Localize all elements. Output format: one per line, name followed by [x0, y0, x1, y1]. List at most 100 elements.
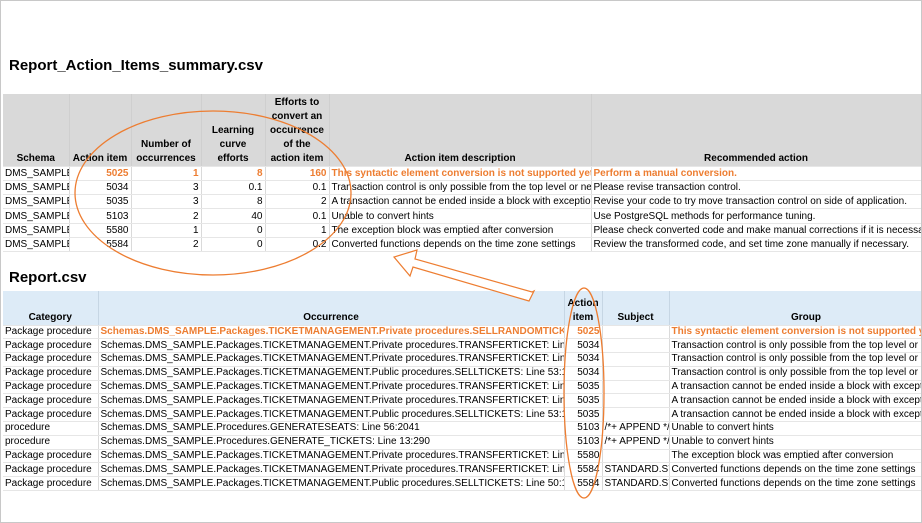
cell: Schemas.DMS_SAMPLE.Procedures.GENERATESE… — [98, 421, 565, 436]
summary-title: Report_Action_Items_summary.csv — [9, 57, 263, 74]
column-header: Learning curve efforts — [201, 94, 266, 167]
cell: 2 — [265, 194, 330, 210]
cell — [602, 449, 670, 464]
cell: DMS_SAMPLE — [3, 237, 70, 253]
cell — [602, 393, 670, 409]
column-header: Subject — [602, 291, 670, 326]
cell: 2 — [131, 237, 202, 253]
cell: 5103 — [564, 435, 603, 450]
row: Package procedure Schemas.DMS_SAMPLE.Pack… — [3, 476, 921, 492]
cell: procedure — [3, 435, 99, 450]
cell: Use PostgreSQL methods for performance t… — [591, 208, 921, 224]
cell: Unable to convert hints — [669, 421, 921, 436]
cell: 5035 — [69, 194, 132, 210]
cell: 5035 — [564, 393, 603, 409]
cell: 5103 — [69, 208, 132, 224]
cell: Transaction control is only possible fro… — [329, 180, 592, 196]
cell: Package procedure — [3, 366, 99, 381]
cell: 5034 — [69, 180, 132, 196]
row: Package procedure Schemas.DMS_SAMPLE.Pack… — [3, 462, 921, 478]
cell: Unable to convert hints — [329, 208, 592, 224]
cell: Converted functions depends on the time … — [669, 462, 921, 478]
cell — [602, 407, 670, 423]
row: Package procedure Schemas.DMS_SAMPLE.Pack… — [3, 352, 921, 367]
cell: Schemas.DMS_SAMPLE.Packages.TICKETMANAGE… — [98, 449, 565, 464]
cell: Review the transformed code, and set tim… — [591, 237, 921, 253]
cell: Package procedure — [3, 325, 99, 340]
cell: Schemas.DMS_SAMPLE.Packages.TICKETMANAGE… — [98, 407, 565, 423]
cell: 0.1 — [201, 180, 266, 196]
cell: Transaction control is only possible fro… — [669, 352, 921, 367]
cell: 1 — [265, 223, 330, 238]
cell: 3 — [131, 194, 202, 210]
cell: DMS_SAMPLE — [3, 166, 70, 181]
report-table: Category Occurrence Action item Subject Grou… — [3, 291, 921, 492]
cell: Package procedure — [3, 407, 99, 423]
cell: Schemas.DMS_SAMPLE.Packages.TICKETMANAGE… — [98, 380, 565, 395]
cell: 40 — [201, 208, 266, 224]
cell: Schemas.DMS_SAMPLE.Packages.TICKETMANAGE… — [98, 393, 565, 409]
cell: 5584 — [564, 462, 603, 478]
header-row: Category Occurrence Action item Subject Grou… — [3, 291, 921, 326]
cell: 5580 — [564, 449, 603, 464]
row: DMS_SAMPLE 5580 1 0 1 The exception block was… — [3, 223, 921, 238]
row: DMS_SAMPLE 5035 3 8 2 A transaction cannot be… — [3, 194, 921, 210]
cell — [602, 352, 670, 367]
report-title: Report.csv — [9, 269, 87, 286]
cell: Transaction control is only possible fro… — [669, 366, 921, 381]
cell: 0.1 — [265, 180, 330, 196]
cell: 5035 — [564, 380, 603, 395]
cell: 0 — [201, 237, 266, 253]
cell: 1 — [131, 166, 202, 181]
cell: DMS_SAMPLE — [3, 180, 70, 196]
column-header: Action item — [69, 94, 132, 167]
cell: 3 — [131, 180, 202, 196]
cell: 8 — [201, 194, 266, 210]
row: procedure Schemas.DMS_SAMPLE.Procedures.G… — [3, 435, 921, 450]
column-header: Efforts to convert an occurrence of the … — [265, 94, 330, 167]
cell — [602, 380, 670, 395]
cell: 8 — [201, 166, 266, 181]
cell: A transaction cannot be ended inside a b… — [669, 380, 921, 395]
column-header: Schema — [3, 94, 70, 167]
cell — [602, 366, 670, 381]
column-header: Occurrence — [98, 291, 565, 326]
cell: Revise your code to try move transaction… — [591, 194, 921, 210]
cell: Schemas.DMS_SAMPLE.Packages.TICKETMANAGE… — [98, 462, 565, 478]
cell: DMS_SAMPLE — [3, 223, 70, 238]
cell: DMS_SAMPLE — [3, 208, 70, 224]
cell: 0.1 — [265, 208, 330, 224]
cell: Schemas.DMS_SAMPLE.Packages.TICKETMANAGE… — [98, 476, 565, 492]
row: Package procedure Schemas.DMS_SAMPLE.Pack… — [3, 325, 921, 340]
cell: DMS_SAMPLE — [3, 194, 70, 210]
cell: 160 — [265, 166, 330, 181]
cell: This syntactic element conversion is not… — [329, 166, 592, 181]
cell: procedure — [3, 421, 99, 436]
cell: Package procedure — [3, 338, 99, 354]
row: DMS_SAMPLE 5034 3 0.1 0.1 Transaction control… — [3, 180, 921, 196]
cell: Package procedure — [3, 380, 99, 395]
cell: Package procedure — [3, 449, 99, 464]
cell: This syntactic element conversion is not… — [669, 325, 921, 340]
cell: 2 — [131, 208, 202, 224]
cell: 5580 — [69, 223, 132, 238]
header-row: Schema Action item Number of occurrences Le… — [3, 94, 921, 167]
cell: Unable to convert hints — [669, 435, 921, 450]
cell: STANDARD.SYS — [602, 476, 670, 492]
cell — [602, 325, 670, 340]
cell: Converted functions depends on the time … — [669, 476, 921, 492]
row: Package procedure Schemas.DMS_SAMPLE.Pack… — [3, 380, 921, 395]
cell: 0.2 — [265, 237, 330, 253]
cell: The exception block was emptied after co… — [329, 223, 592, 238]
cell: Please revise transaction control. — [591, 180, 921, 196]
cell: Schemas.DMS_SAMPLE.Packages.TICKETMANAGE… — [98, 366, 565, 381]
cell: 5025 — [69, 166, 132, 181]
cell: 5035 — [564, 407, 603, 423]
row: DMS_SAMPLE 5025 1 8 160 This syntactic elemen… — [3, 166, 921, 181]
cell: Package procedure — [3, 352, 99, 367]
row: Package procedure Schemas.DMS_SAMPLE.Pack… — [3, 407, 921, 423]
column-header: Category — [3, 291, 99, 326]
cell: 5584 — [69, 237, 132, 253]
